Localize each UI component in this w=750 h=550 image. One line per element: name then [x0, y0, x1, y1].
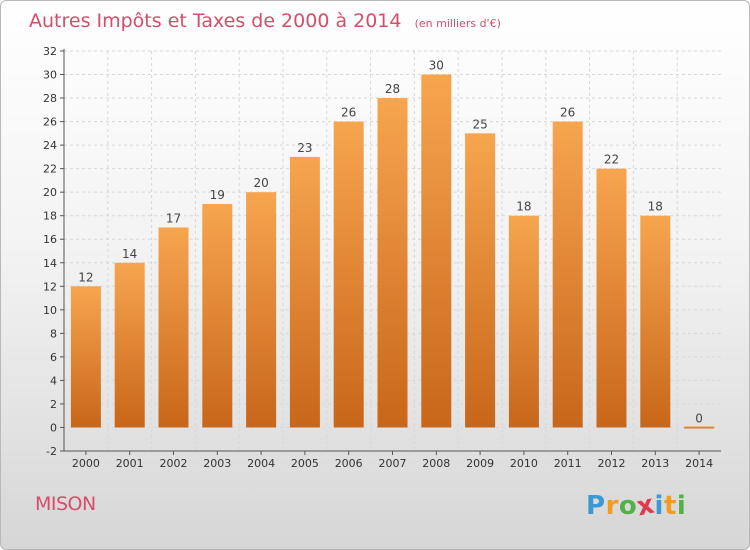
- x-tick-label-2009: 2009: [466, 457, 494, 470]
- x-tick-label-2001: 2001: [116, 457, 144, 470]
- bar-2006[interactable]: [333, 121, 364, 428]
- bar-2004[interactable]: [246, 192, 277, 428]
- value-label-2014: 0: [695, 411, 703, 425]
- y-tick-label: 4: [50, 374, 57, 387]
- y-tick-label: 32: [43, 45, 57, 58]
- value-label-2005: 23: [297, 141, 312, 155]
- y-tick-label: 30: [43, 69, 57, 82]
- bar-2000[interactable]: [70, 286, 101, 428]
- location-name: MISON: [35, 493, 96, 515]
- y-tick-label: 16: [43, 233, 57, 246]
- x-tick-label-2011: 2011: [554, 457, 582, 470]
- y-tick-label: 18: [43, 210, 57, 223]
- logo-letter: P: [586, 491, 606, 521]
- x-tick-label-2012: 2012: [598, 457, 626, 470]
- bar-2011[interactable]: [552, 121, 583, 428]
- x-tick-label-2007: 2007: [379, 457, 407, 470]
- bar-2001[interactable]: [114, 262, 145, 428]
- y-tick-label: 6: [50, 351, 57, 364]
- value-label-2009: 25: [472, 117, 487, 131]
- y-tick-label: 20: [43, 186, 57, 199]
- y-tick-label: 0: [50, 421, 57, 434]
- bar-2009[interactable]: [465, 133, 496, 428]
- y-tick-label: 28: [43, 92, 57, 105]
- logo-letter: i: [654, 491, 664, 521]
- bar-layer: 12 14 17 19 20 23 26 28 30 25 18 26 22 18 0: [70, 59, 715, 429]
- value-label-2013: 18: [648, 200, 663, 214]
- bar-2003[interactable]: [202, 203, 233, 428]
- y-tick-label: 10: [43, 304, 57, 317]
- logo-letter: i: [676, 491, 687, 521]
- value-label-2012: 22: [604, 153, 619, 167]
- value-label-2000: 12: [78, 270, 93, 284]
- x-tick-label-2002: 2002: [160, 457, 188, 470]
- chart-title: Autres Impôts et Taxes de 2000 à 2014 (e…: [29, 10, 501, 32]
- x-tick-label-2000: 2000: [72, 457, 100, 470]
- x-tick-label-2014: 2014: [685, 457, 713, 470]
- bar-2008[interactable]: [421, 74, 452, 428]
- x-tick-label-2005: 2005: [291, 457, 319, 470]
- value-label-2004: 20: [253, 176, 268, 190]
- value-label-2008: 30: [429, 59, 444, 73]
- y-tick-label: 24: [43, 139, 57, 152]
- bar-2013[interactable]: [640, 215, 671, 428]
- bar-2014[interactable]: [684, 426, 715, 429]
- bar-2007[interactable]: [377, 98, 408, 428]
- y-tick-label: 26: [43, 116, 57, 129]
- value-label-2010: 18: [516, 200, 531, 214]
- x-tick-label-2004: 2004: [247, 457, 275, 470]
- x-tick-label-2013: 2013: [641, 457, 669, 470]
- bar-2005[interactable]: [289, 156, 320, 428]
- bar-2012[interactable]: [596, 168, 627, 428]
- y-tick-label: 12: [43, 280, 57, 293]
- logo-letter: o: [618, 491, 638, 521]
- value-label-2007: 28: [385, 82, 400, 96]
- x-tick-label-2006: 2006: [335, 457, 363, 470]
- proxiti-logo[interactable]: Proxiti: [586, 490, 687, 523]
- logo-letter: r: [605, 491, 619, 521]
- value-label-2001: 14: [122, 247, 137, 261]
- x-tick-label-2008: 2008: [422, 457, 450, 470]
- y-tick-label: 2: [50, 398, 57, 411]
- y-tick-label: -2: [46, 445, 57, 458]
- y-tick-label: 22: [43, 163, 57, 176]
- value-label-2006: 26: [341, 106, 356, 120]
- logo-letter: t: [663, 491, 677, 521]
- bar-2010[interactable]: [508, 215, 539, 428]
- y-tick-label: 8: [50, 327, 57, 340]
- value-label-2011: 26: [560, 106, 575, 120]
- bar-2002[interactable]: [158, 227, 189, 428]
- y-tick-label: 14: [43, 257, 57, 270]
- value-label-2002: 17: [166, 211, 181, 225]
- x-tick-label-2003: 2003: [203, 457, 231, 470]
- chart-title-main: Autres Impôts et Taxes de 2000 à 2014: [29, 10, 402, 32]
- chart-subtitle: (en milliers d'€): [415, 17, 501, 30]
- value-label-2003: 19: [210, 188, 225, 202]
- x-tick-label-2010: 2010: [510, 457, 538, 470]
